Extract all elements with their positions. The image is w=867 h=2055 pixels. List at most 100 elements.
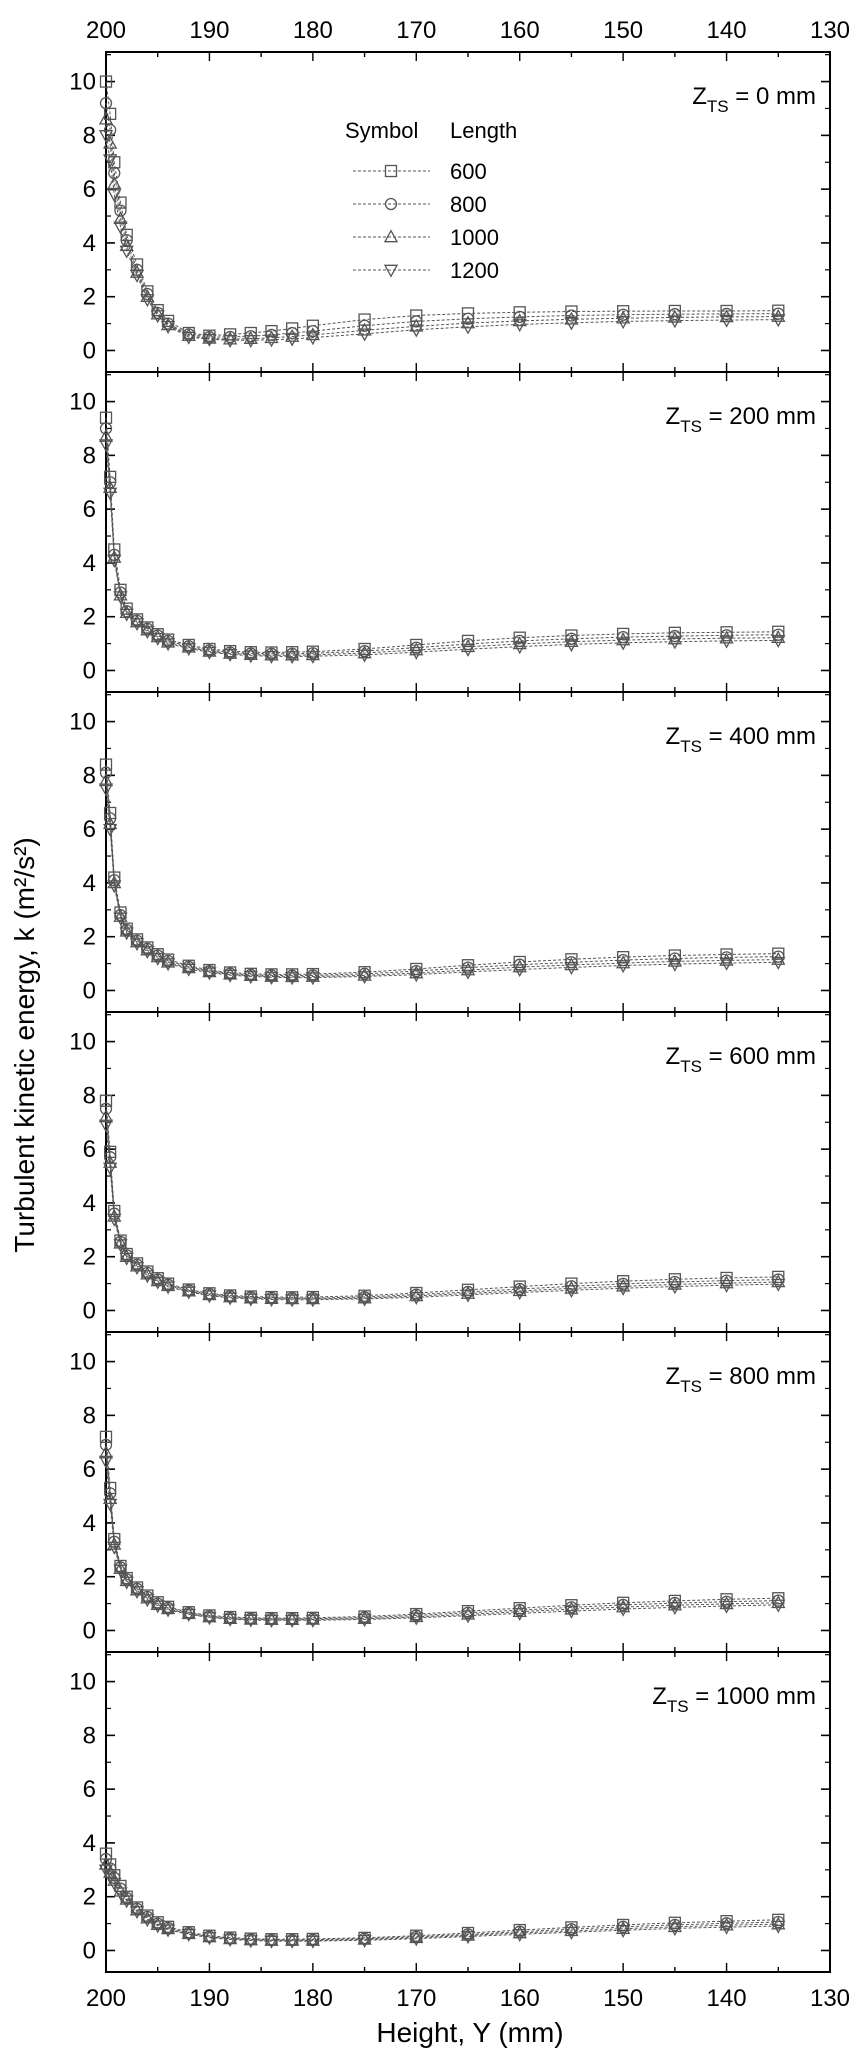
- data-point: [512, 319, 527, 333]
- data-point: [357, 649, 372, 663]
- data-point: [564, 1605, 579, 1619]
- series-line: [105, 1108, 779, 1299]
- data-point: [305, 327, 321, 341]
- data-point: [667, 315, 683, 329]
- data-point: [357, 1293, 372, 1307]
- data-point: [719, 1921, 734, 1935]
- data-point: [615, 316, 631, 330]
- y-tick-label: 0: [83, 337, 96, 364]
- series-line: [105, 417, 779, 654]
- data-point: [513, 310, 526, 324]
- data-point: [668, 949, 682, 962]
- data-point: [305, 647, 321, 661]
- data-point: [160, 320, 176, 334]
- data-point: [222, 1613, 238, 1627]
- data-point: [460, 639, 476, 653]
- data-point: [264, 1612, 279, 1626]
- data-point: [358, 319, 371, 332]
- data-point: [140, 622, 155, 636]
- y-axis-title: Turbulent kinetic energy, k (m²/s²): [9, 837, 40, 1252]
- data-point: [667, 1923, 683, 1937]
- x-tick-label-bottom: 130: [810, 1985, 850, 2012]
- zts-value: = 0 mm: [729, 83, 816, 110]
- data-point: [99, 422, 113, 435]
- data-point: [107, 1213, 122, 1227]
- legend-label: 800: [450, 192, 487, 217]
- data-point: [222, 649, 238, 663]
- data-point: [98, 1119, 114, 1133]
- zts-label: ZTS = 400 mm: [666, 723, 816, 756]
- series-line: [105, 428, 779, 655]
- series-line: [105, 788, 779, 979]
- data-point: [222, 1292, 238, 1306]
- data-point: [107, 189, 122, 203]
- data-point: [181, 328, 196, 342]
- data-point: [264, 1614, 279, 1628]
- y-tick-label: 2: [83, 1564, 96, 1591]
- x-tick-label-bottom: 140: [707, 1985, 747, 2012]
- data-point: [285, 1612, 300, 1626]
- x-tick-label-top: 200: [86, 17, 126, 44]
- data-point: [667, 1919, 683, 1933]
- data-point: [181, 960, 196, 974]
- data-point: [202, 967, 217, 981]
- data-point: [615, 1603, 631, 1617]
- data-point: [140, 1270, 155, 1284]
- data-point: [202, 643, 217, 657]
- data-point: [160, 954, 176, 968]
- legend-marker: [384, 164, 398, 178]
- data-point: [160, 317, 176, 331]
- data-point: [130, 263, 144, 276]
- data-point: [719, 1917, 734, 1931]
- x-tick-label-top: 150: [603, 17, 643, 44]
- zts-symbol: Z: [666, 403, 681, 430]
- data-point: [771, 1599, 786, 1613]
- x-tick-label-top: 190: [189, 17, 229, 44]
- data-point: [98, 428, 114, 442]
- series-line: [105, 780, 779, 978]
- x-tick-label-top: 130: [810, 17, 850, 44]
- data-point: [140, 289, 155, 303]
- data-point: [129, 938, 145, 952]
- data-point: [285, 647, 300, 661]
- data-point: [357, 645, 372, 659]
- data-point: [357, 328, 372, 342]
- legend-marker: [384, 197, 398, 211]
- data-point: [243, 334, 258, 348]
- data-point: [119, 245, 134, 259]
- data-point: [107, 554, 122, 568]
- data-point: [564, 962, 579, 976]
- data-point: [409, 1930, 424, 1944]
- data-point: [222, 969, 238, 983]
- x-axis-bottom: 200 190 180 170 160 150 140 130: [86, 1985, 850, 2012]
- data-point: [150, 1276, 165, 1290]
- data-point: [264, 1290, 279, 1304]
- data-point: [98, 1455, 114, 1469]
- legend-marker: [383, 229, 399, 243]
- data-point: [140, 1266, 155, 1280]
- data-point: [222, 331, 238, 345]
- data-point: [160, 638, 176, 652]
- data-point: [265, 324, 278, 338]
- data-point: [409, 1933, 424, 1947]
- data-point: [616, 308, 630, 321]
- data-point: [285, 1935, 300, 1949]
- data-point: [222, 1289, 238, 1303]
- data-point: [243, 1932, 258, 1946]
- series-line: [105, 1444, 779, 1620]
- data-point: [113, 1235, 128, 1249]
- data-point: [99, 766, 113, 779]
- data-point: [512, 1607, 527, 1621]
- data-point: [243, 330, 258, 344]
- data-point: [410, 315, 423, 328]
- data-point: [719, 1279, 734, 1293]
- data-point: [222, 966, 238, 980]
- data-point: [98, 1856, 114, 1870]
- data-point: [98, 773, 114, 787]
- data-point: [285, 972, 300, 986]
- data-point: [771, 635, 786, 649]
- data-point: [719, 1275, 734, 1289]
- x-axis-top: 200 190 180 170 160 150 140 130: [86, 17, 850, 44]
- data-point: [102, 1162, 118, 1176]
- data-point: [113, 1239, 128, 1253]
